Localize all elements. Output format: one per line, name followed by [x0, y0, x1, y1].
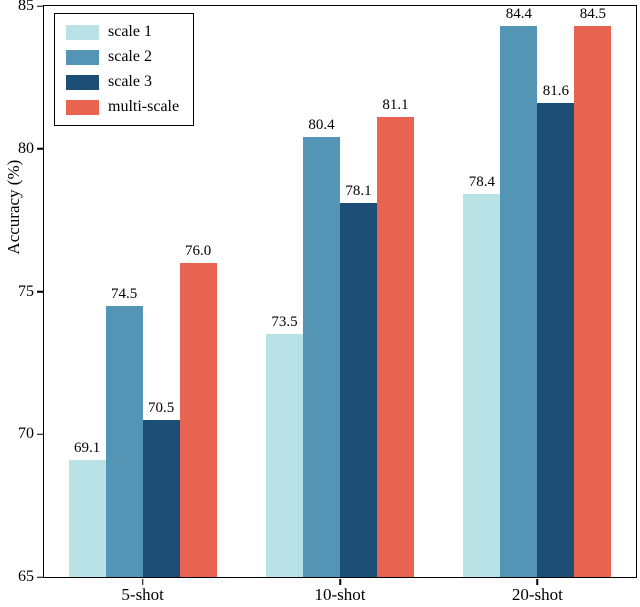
- bar-value-label: 78.1: [345, 183, 372, 199]
- bar-value-label: 80.4: [308, 117, 335, 134]
- bar-scale-2-20-shot: [500, 26, 538, 577]
- bar-value-label: 70.5: [148, 399, 175, 416]
- legend-row-scale-1: scale 1: [66, 23, 179, 41]
- x-tick-mark: [141, 578, 144, 585]
- bar-wrap: 70.5: [142, 6, 180, 577]
- bar-wrap: 81.1: [377, 6, 414, 577]
- bar-multi-scale-20-shot: [574, 26, 612, 577]
- x-tick-label-10-shot: 10-shot: [314, 585, 366, 604]
- legend-label: scale 1: [108, 23, 152, 40]
- bar-value-label: 81.1: [382, 97, 409, 114]
- bar-wrap: 81.6: [537, 6, 575, 577]
- bar-scale-1-5-shot: [68, 459, 106, 577]
- legend-label: scale 2: [108, 48, 152, 65]
- bar-scale-2-10-shot: [303, 137, 340, 577]
- bar-wrap: 76.0: [179, 6, 217, 577]
- legend-row-multi-scale: multi-scale: [66, 98, 179, 116]
- legend-swatch-icon: [66, 74, 99, 90]
- y-tick-mark: [36, 290, 43, 293]
- legend-row-scale-3: scale 3: [66, 73, 179, 91]
- bar-value-label: 69.1: [74, 439, 101, 456]
- bar-scale-3-5-shot: [142, 419, 180, 577]
- y-tick-label: 70: [18, 425, 34, 443]
- bar-scale-3-10-shot: [340, 203, 377, 577]
- y-tick-mark: [36, 148, 43, 150]
- bar-scale-1-20-shot: [463, 194, 501, 577]
- y-tick-mark: [36, 576, 43, 578]
- y-tick-label: 80: [18, 139, 34, 157]
- y-tick-label: 65: [18, 568, 34, 585]
- legend-row-scale-2: scale 2: [66, 48, 179, 66]
- x-tick-label-5-shot: 5-shot: [121, 585, 164, 604]
- y-tick-label: 75: [18, 282, 34, 300]
- bar-wrap: 78.1: [340, 6, 377, 577]
- x-tick-mark: [339, 578, 341, 585]
- bar-value-label: 78.4: [468, 174, 495, 191]
- bar-wrap: 78.4: [463, 6, 501, 577]
- bar-scale-1-10-shot: [266, 334, 303, 577]
- bar-wrap: 84.5: [574, 6, 612, 577]
- bar-wrap: 80.4: [303, 6, 340, 577]
- bar-scale-3-20-shot: [537, 103, 575, 577]
- bar-value-label: 84.4: [505, 6, 532, 22]
- bar-scale-2-5-shot: [105, 305, 143, 577]
- x-tick-label-20-shot: 20-shot: [511, 585, 563, 604]
- legend-swatch-icon: [66, 49, 99, 65]
- x-tick-mark: [536, 578, 539, 585]
- bar-wrap: 69.1: [68, 6, 106, 577]
- bar-value-label: 76.0: [185, 242, 212, 259]
- legend-label: multi-scale: [108, 98, 180, 115]
- bar-value-label: 84.5: [579, 6, 606, 22]
- bar-multi-scale-5-shot: [179, 262, 217, 577]
- bar-wrap: 74.5: [105, 6, 143, 577]
- legend-swatch-icon: [66, 99, 99, 115]
- legend-swatch-icon: [66, 24, 99, 40]
- bar-value-label: 73.5: [271, 314, 298, 331]
- legend-label: scale 3: [108, 73, 152, 90]
- bar-multi-scale-10-shot: [377, 117, 414, 577]
- y-tick-label: 85: [18, 0, 34, 14]
- bar-value-label: 74.5: [111, 285, 138, 302]
- bar-group-20-shot: 78.4 84.4 81.6 84.5: [463, 6, 612, 577]
- bar-group-5-shot: 69.1 74.5 70.5 76.0: [68, 6, 217, 577]
- y-tick-mark: [36, 5, 43, 7]
- bar-wrap: 73.5: [266, 6, 303, 577]
- bar-value-label: 81.6: [542, 83, 569, 100]
- y-axis-label: Accuracy (%): [4, 159, 23, 255]
- y-tick-mark: [36, 433, 43, 435]
- bar-group-10-shot: 73.5 80.4 78.1 81.1: [266, 6, 414, 577]
- legend: scale 1 scale 2 scale 3 multi-scale: [54, 13, 195, 126]
- plot-area: Accuracy (%) scale 1 scale 2 scale 3 multi-…: [4, 0, 637, 604]
- bar-wrap: 84.4: [500, 6, 538, 577]
